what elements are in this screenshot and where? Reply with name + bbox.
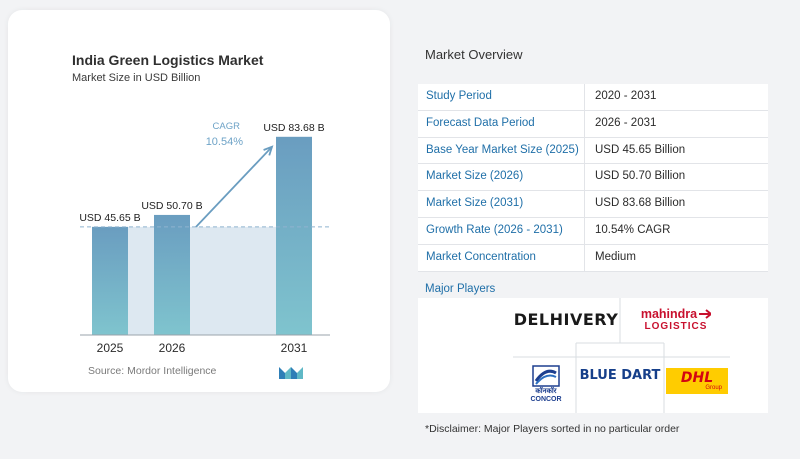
row-divider xyxy=(584,244,585,271)
overview-value: Medium xyxy=(595,250,636,263)
delhivery-logo-text: DELHIVERY xyxy=(513,309,619,329)
row-divider xyxy=(584,191,585,217)
row-divider xyxy=(584,110,585,137)
mahindra-arrow-icon xyxy=(699,308,712,319)
x-tick-label-2026: 2026 xyxy=(159,341,186,355)
bar-2031 xyxy=(276,136,312,335)
bar-2025 xyxy=(92,226,128,335)
overview-label: Base Year Market Size (2025) xyxy=(426,143,579,156)
chart-subtitle: Market Size in USD Billion xyxy=(72,72,201,84)
cagr-arrow-head-icon xyxy=(263,145,274,156)
chart-title: India Green Logistics Market xyxy=(72,52,264,68)
row-divider xyxy=(584,84,585,110)
overview-row: Market Size (2026) USD 50.70 Billion xyxy=(418,164,768,192)
row-divider xyxy=(584,137,585,164)
mordor-intelligence-logo-icon xyxy=(279,367,303,379)
concor-text: CONCOR xyxy=(530,396,562,403)
concor-logo: कॉनकॉर CONCOR xyxy=(518,358,574,410)
dhl-group-text: Group xyxy=(705,384,722,391)
overview-label: Market Size (2026) xyxy=(426,170,524,183)
overview-label: Market Size (2031) xyxy=(426,197,524,210)
logistics-logo-text: LOGISTICS xyxy=(644,320,708,332)
mahindra-logistics-logo: mahindra LOGISTICS xyxy=(624,300,728,338)
x-tick-label-2025: 2025 xyxy=(97,341,124,355)
major-players-logos: DELHIVERY mahindra LOGISTICS कॉनकॉर CONC… xyxy=(418,286,768,413)
cagr-arrow-line xyxy=(195,146,273,228)
bluedart-logo-text: BLUE DART xyxy=(579,367,661,383)
overview-label: Growth Rate (2026 - 2031) xyxy=(426,223,563,236)
row-divider xyxy=(584,217,585,244)
bluedart-logo: BLUE DART xyxy=(578,360,662,390)
concor-hindi-text: कॉनकॉर xyxy=(535,388,557,395)
delhivery-logo: DELHIVERY xyxy=(514,304,618,334)
mahindra-logo-text: mahindra xyxy=(640,306,698,321)
disclaimer: *Disclaimer: Major Players sorted in no … xyxy=(425,423,680,435)
dhl-logo-text: DHL xyxy=(680,369,714,386)
cagr-value: 10.54% xyxy=(206,136,244,148)
overview-row: Forecast Data Period 2026 - 2031 xyxy=(418,110,768,138)
overview-row: Base Year Market Size (2025) USD 45.65 Bi… xyxy=(418,137,768,165)
overview-label: Market Concentration xyxy=(426,250,536,263)
overview-row: Market Size (2031) USD 83.68 Billion xyxy=(418,191,768,218)
overview-value: USD 50.70 Billion xyxy=(595,170,686,183)
row-divider xyxy=(584,164,585,191)
overview-value: 2026 - 2031 xyxy=(595,116,657,129)
data-label-2026: USD 50.70 B xyxy=(141,200,202,212)
overview-value: 2020 - 2031 xyxy=(595,90,657,102)
x-tick-label-2031: 2031 xyxy=(281,341,308,355)
source-note: Source: Mordor Intelligence xyxy=(88,365,217,377)
logo-grid-lines xyxy=(513,286,730,413)
major-players-title: Major Players xyxy=(425,283,496,295)
data-label-2025: USD 45.65 B xyxy=(79,212,140,224)
dhl-logo: DHL Group xyxy=(666,368,728,394)
overview-row: Study Period 2020 - 2031 xyxy=(418,84,768,111)
overview-row: Market Concentration Medium xyxy=(418,244,768,272)
overview-label: Forecast Data Period xyxy=(426,116,535,129)
overview-value: USD 45.65 Billion xyxy=(595,143,686,156)
overview-label: Study Period xyxy=(426,90,492,102)
overview-table: Study Period 2020 - 2031 Forecast Data Per… xyxy=(418,84,768,272)
overview-title: Market Overview xyxy=(425,47,523,62)
overview-row: Growth Rate (2026 - 2031) 10.54% CAGR xyxy=(418,217,768,245)
data-label-2031: USD 83.68 B xyxy=(263,122,324,134)
overview-value: USD 83.68 Billion xyxy=(595,197,686,210)
cagr-label: CAGR xyxy=(213,121,241,132)
concor-emblem-icon xyxy=(532,365,560,387)
overview-value: 10.54% CAGR xyxy=(595,223,671,236)
bar-2026 xyxy=(154,214,190,335)
